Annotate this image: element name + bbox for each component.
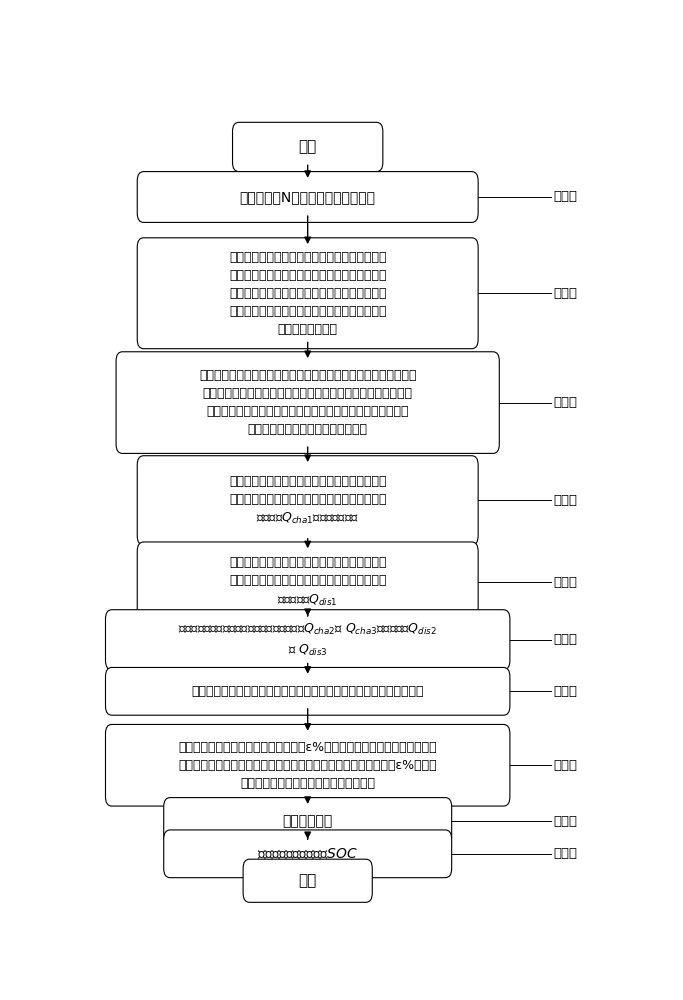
FancyBboxPatch shape bbox=[137, 172, 478, 222]
Text: 步骤一: 步骤一 bbox=[554, 190, 578, 204]
Text: 步骤四: 步骤四 bbox=[554, 494, 578, 507]
Text: 步骤五: 步骤五 bbox=[554, 576, 578, 588]
Text: 步骤七: 步骤七 bbox=[554, 685, 578, 698]
Text: 工作温度为N，测量待测动力电池组: 工作温度为N，测量待测动力电池组 bbox=[240, 190, 376, 204]
FancyBboxPatch shape bbox=[164, 830, 451, 878]
Text: 步骤六: 步骤六 bbox=[554, 633, 578, 646]
Text: 计算获得三次充电量的算术平均值；计算获得三次放电量的算术平均值: 计算获得三次充电量的算术平均值；计算获得三次放电量的算术平均值 bbox=[191, 685, 424, 698]
Text: 将步骤二充电后的待测动力电池组进行以不超过安全电流的恒流放
电，当待测动力电池组中的一节电池的电压到达放电下限截止电
压，停止放电，记录此时整组电待测动力电池组: 将步骤二充电后的待测动力电池组进行以不超过安全电流的恒流放 电，当待测动力电池组… bbox=[199, 369, 417, 436]
Text: 以不超过安全电流的恒流对待测动力电池组充电
，当待测动力电池组中的一节电池的电压到达充
电上限截止电压时，停止充电，记录此时整组待
测动力电池组的电压，作为该待: 以不超过安全电流的恒流对待测动力电池组充电 ，当待测动力电池组中的一节电池的电压… bbox=[229, 251, 387, 336]
FancyBboxPatch shape bbox=[137, 238, 478, 349]
Text: 结束: 结束 bbox=[298, 873, 317, 888]
Text: 以不超过安全电流的恒流将待测动力电池组放空
，至步骤三所记录的放电下限截止电压，此时放
出的电量为$Q_{dis1}$: 以不超过安全电流的恒流将待测动力电池组放空 ，至步骤三所记录的放电下限截止电压，… bbox=[229, 556, 387, 608]
Text: 步骤三: 步骤三 bbox=[554, 396, 578, 409]
Text: 开始: 开始 bbox=[298, 139, 317, 154]
FancyBboxPatch shape bbox=[116, 352, 499, 453]
Text: 步骤二: 步骤二 bbox=[554, 287, 578, 300]
Text: 如果三次充电量与平均值的偏差均小于ε%，则平均值为该待测动力电池组的
可用容量，其中为正整数；如果三次放电量与平均值的偏差均小于ε%，则平
均值为该待测动力电池: 如果三次充电量与平均值的偏差均小于ε%，则平均值为该待测动力电池组的 可用容量，… bbox=[178, 741, 437, 790]
FancyBboxPatch shape bbox=[105, 610, 510, 670]
Text: 步骤八: 步骤八 bbox=[554, 759, 578, 772]
Text: 步骤九: 步骤九 bbox=[554, 815, 578, 828]
FancyBboxPatch shape bbox=[243, 859, 372, 902]
Text: 以不超过安全电流的恒流将待测动力电池组充电
至步骤二所记录的充电上限截止电压，此时充入
的电量为$Q_{cha1}$，静止一个小时: 以不超过安全电流的恒流将待测动力电池组充电 至步骤二所记录的充电上限截止电压，此… bbox=[229, 475, 387, 526]
Text: 步骤十: 步骤十 bbox=[554, 847, 578, 860]
Text: 返回重复执行两次步骤四和五，获得到充电量$Q_{cha2}$和 $Q_{cha3}$，放电量为$Q_{dis2}$
和 $Q_{dis3}$: 返回重复执行两次步骤四和五，获得到充电量$Q_{cha2}$和 $Q_{cha3… bbox=[178, 622, 437, 658]
FancyBboxPatch shape bbox=[164, 798, 451, 845]
Text: 计算库伦效率: 计算库伦效率 bbox=[283, 814, 333, 828]
FancyBboxPatch shape bbox=[137, 542, 478, 622]
FancyBboxPatch shape bbox=[105, 667, 510, 715]
FancyBboxPatch shape bbox=[105, 724, 510, 806]
Text: 得到待测动力电池组的$SOC$: 得到待测动力电池组的$SOC$ bbox=[257, 846, 358, 861]
FancyBboxPatch shape bbox=[232, 122, 383, 172]
FancyBboxPatch shape bbox=[137, 456, 478, 545]
